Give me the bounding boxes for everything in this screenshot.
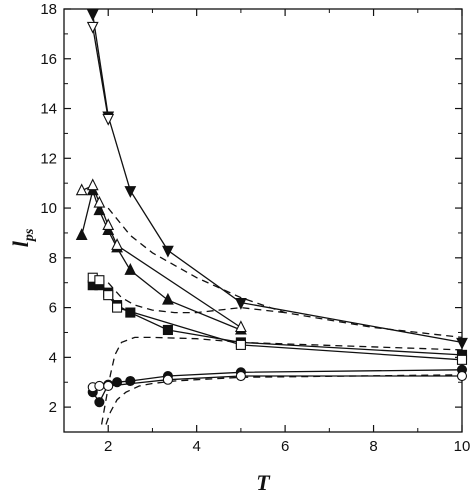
x-tick-label: 8: [369, 438, 377, 455]
series-line: [81, 184, 242, 329]
data-point-triangle-up: [93, 203, 106, 216]
y-tick-label: 16: [40, 51, 57, 68]
data-point-square: [456, 354, 468, 365]
data-point-triangle-up: [86, 178, 99, 191]
data-point-triangle-down: [456, 337, 468, 350]
series-line: [92, 284, 463, 356]
series-line: [92, 277, 463, 361]
data-point-triangle-up: [93, 195, 106, 208]
data-point-triangle-down: [234, 298, 247, 310]
data-point-square: [235, 339, 246, 350]
data-point-triangle-up: [102, 218, 115, 231]
plot-frame: [63, 8, 463, 433]
data-point-circle: [94, 397, 105, 408]
x-tick-label: 4: [192, 438, 200, 455]
y-tick-label: 6: [49, 300, 57, 317]
series-markers: [75, 9, 468, 408]
dashed-series-line: [105, 374, 463, 425]
data-point-circle: [162, 374, 173, 385]
data-point-circle: [235, 370, 246, 382]
data-point-circle: [103, 380, 114, 392]
y-tick-label: 18: [40, 1, 57, 18]
data-point-triangle-down: [86, 21, 99, 34]
series-lines: [81, 13, 463, 404]
axis-ticks: 2 4 6 8 10 2 4 6 8 10 12 14 16 18: [40, 1, 470, 455]
series-line: [92, 369, 463, 404]
data-point-circle: [112, 377, 123, 388]
x-axis-title: T: [256, 470, 271, 495]
x-tick-label: 6: [281, 438, 289, 455]
data-point-triangle-down: [102, 113, 115, 126]
series-line: [92, 375, 462, 388]
y-tick-label: 4: [49, 349, 57, 366]
y-axis-title-main: l: [8, 240, 33, 247]
data-point-square: [94, 275, 105, 286]
data-point-triangle-up: [234, 320, 247, 333]
data-point-triangle-up: [124, 263, 137, 275]
data-point-triangle-up: [75, 183, 88, 196]
data-point-square: [112, 302, 123, 313]
series-line: [81, 188, 242, 331]
y-axis-title: lps: [8, 228, 37, 247]
y-tick-label: 8: [49, 250, 57, 267]
series-line: [92, 13, 463, 344]
dashed-series-line: [107, 282, 286, 314]
y-tick-label: 12: [40, 150, 57, 167]
data-point-square: [125, 307, 136, 318]
y-tick-label: 10: [40, 200, 57, 217]
data-point-square: [162, 324, 173, 336]
data-point-square: [103, 290, 114, 301]
y-axis-title-subscript: ps: [22, 228, 37, 242]
data-point-triangle-down: [124, 186, 137, 198]
x-tick-label: 2: [104, 438, 112, 455]
data-point-circle: [456, 370, 468, 382]
y-tick-label: 2: [49, 399, 57, 416]
dashed-curves: [100, 207, 463, 425]
x-tick-label: 10: [454, 438, 471, 455]
data-point-triangle-up: [111, 238, 123, 250]
data-point-triangle-down: [86, 9, 99, 22]
data-point-triangle-up: [75, 228, 88, 240]
data-point-triangle-down: [162, 245, 174, 258]
series-line: [92, 26, 109, 119]
data-point-circle: [125, 375, 136, 387]
dashed-series-line: [107, 207, 463, 339]
data-point-circle: [94, 380, 105, 392]
data-point-triangle-up: [162, 292, 174, 305]
y-tick-label: 14: [40, 101, 57, 118]
